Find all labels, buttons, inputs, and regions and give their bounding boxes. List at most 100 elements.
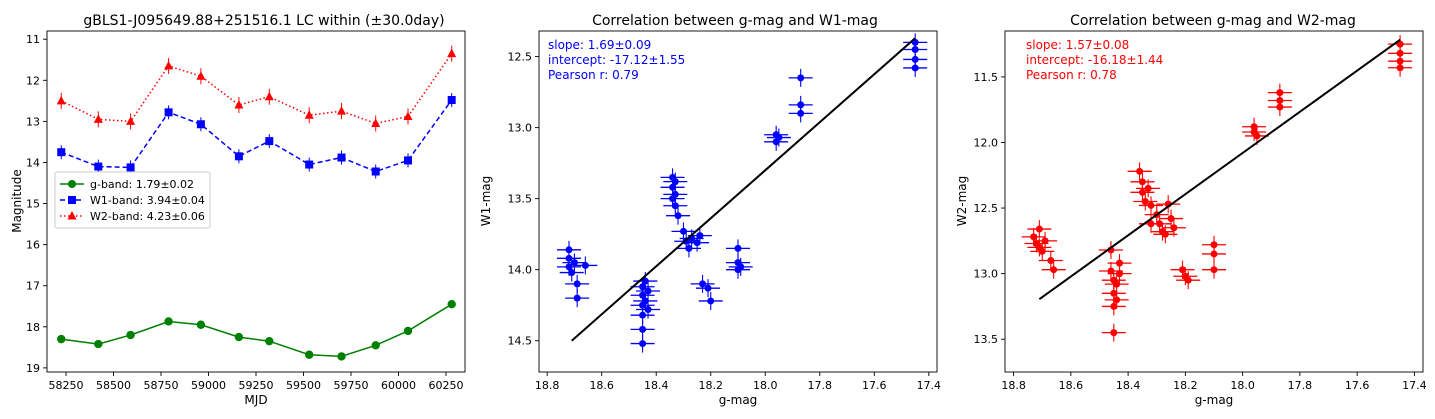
w1-band-point xyxy=(305,160,314,169)
w1-band-point xyxy=(371,167,380,176)
w1-data-point xyxy=(797,74,805,82)
y-tick-label: 13.0 xyxy=(974,268,999,281)
w1-data-point xyxy=(644,287,652,295)
g-band-point xyxy=(57,334,66,344)
w1-data-point xyxy=(644,305,652,313)
w1-data-point xyxy=(679,227,687,235)
w2-data-point xyxy=(1050,266,1058,274)
x-tick-label: 58750 xyxy=(144,379,179,392)
w1-data-point xyxy=(693,239,701,247)
w2-data-point xyxy=(1041,237,1049,245)
w2-band-point xyxy=(304,110,314,119)
w1-data-point xyxy=(565,263,573,271)
lightcurve-title: gBLS1-J095649.88+251516.1 LC within (±30… xyxy=(83,13,444,29)
g-band-point xyxy=(196,320,206,329)
w2-data-point xyxy=(1038,247,1046,255)
w1-data-point xyxy=(573,280,581,288)
w1-data-point xyxy=(581,261,589,269)
y-tick-label: 13.5 xyxy=(974,333,999,346)
w1-fit-line xyxy=(571,37,916,342)
w1-band-point xyxy=(404,156,412,165)
w2-pearson-annotation: Pearson r: 0.78 xyxy=(1026,68,1117,82)
w1-xlabel: g-mag xyxy=(719,393,758,407)
w2-data-point xyxy=(1110,289,1118,297)
x-tick-label: 17.8 xyxy=(1288,379,1313,392)
w1-band-point xyxy=(265,137,274,146)
w1-band-point xyxy=(447,96,456,105)
w2-data-point xyxy=(1156,220,1164,228)
w2-data-point xyxy=(1116,270,1124,278)
legend-w1-marker xyxy=(68,196,76,204)
w1-data-point xyxy=(639,311,647,319)
y-tick-label: 11.5 xyxy=(974,71,999,84)
w2-intercept-annotation: intercept: -16.18±1.44 xyxy=(1026,53,1163,67)
w1-band-point xyxy=(196,120,205,129)
w2-data-point xyxy=(1276,103,1284,111)
x-tick-label: 18.8 xyxy=(1001,379,1026,392)
w1-slope-annotation: slope: 1.69±0.09 xyxy=(548,38,651,52)
legend-g-band: g-band: 1.79±0.02 xyxy=(90,178,194,191)
w2-data-point xyxy=(1210,241,1218,249)
w2-band-point xyxy=(164,60,174,70)
w2-correlation-title: Correlation between g-mag and W2-mag xyxy=(1070,13,1356,29)
y-tick-label: 13 xyxy=(26,115,40,128)
w1-data-point xyxy=(737,263,745,271)
w2-data-point xyxy=(1210,250,1218,258)
w2-data-point xyxy=(1396,64,1404,72)
w1-data-point xyxy=(671,178,679,186)
w2-band-point xyxy=(447,48,457,58)
y-tick-label: 12 xyxy=(26,74,40,87)
w2-data-point xyxy=(1110,302,1118,310)
w2-data-point xyxy=(1396,40,1404,48)
w2-data-point xyxy=(1167,215,1175,223)
g-band-point xyxy=(234,332,244,342)
w2-plot-frame xyxy=(1004,30,1424,373)
w2-band-point xyxy=(234,99,244,109)
y-tick-label: 14.0 xyxy=(508,264,533,277)
w1-band-point xyxy=(126,163,135,172)
y-tick-label: 18 xyxy=(26,321,40,334)
x-tick-label: 58250 xyxy=(49,379,84,392)
w1-data-point xyxy=(696,232,704,240)
w1-data-point xyxy=(685,244,693,252)
g-band-point xyxy=(265,336,274,346)
w1-data-point xyxy=(734,244,742,252)
y-tick-label: 17 xyxy=(26,280,40,293)
x-tick-label: 18.0 xyxy=(753,379,778,392)
w1-plot-frame xyxy=(538,30,938,373)
w1-data-point xyxy=(568,269,576,277)
w2-data-point xyxy=(1136,167,1144,175)
x-tick-label: 17.4 xyxy=(917,379,942,392)
w2-band-point xyxy=(403,111,413,120)
w1-data-point xyxy=(639,325,647,333)
w1-data-point xyxy=(639,291,647,299)
w1-band-point xyxy=(94,162,103,171)
x-tick-label: 17.6 xyxy=(862,379,887,392)
lightcurve-panel: gBLS1-J095649.88+251516.1 LC within (±30… xyxy=(10,13,466,407)
w2-data-point xyxy=(1253,132,1261,140)
w1-data-point xyxy=(911,64,919,72)
x-tick-label: 18.6 xyxy=(589,379,614,392)
w2-band-point xyxy=(196,71,206,80)
x-tick-label: 60000 xyxy=(381,379,416,392)
w2-data-point xyxy=(1184,276,1192,284)
w2-band-point xyxy=(56,95,66,105)
x-tick-label: 58500 xyxy=(96,379,131,392)
x-tick-label: 18.2 xyxy=(1173,379,1198,392)
y-tick-label: 12.0 xyxy=(974,136,999,149)
w1-pearson-annotation: Pearson r: 0.79 xyxy=(548,68,639,82)
w2-data-point xyxy=(1030,233,1038,241)
w1-data-point xyxy=(641,277,649,285)
w2-data-point xyxy=(1138,188,1146,196)
g-band-point xyxy=(305,350,314,359)
x-tick-label: 17.6 xyxy=(1345,379,1370,392)
w1-data-point xyxy=(639,340,647,348)
w2-data-point xyxy=(1116,259,1124,267)
w2-correlation-panel: Correlation between g-mag and W2-mag 18.… xyxy=(955,13,1427,407)
legend-g-marker xyxy=(68,180,76,188)
w1-data-point xyxy=(674,212,682,220)
w2-band-point xyxy=(264,91,274,101)
x-tick-label: 18.4 xyxy=(644,379,669,392)
y-tick-label: 16 xyxy=(26,239,40,252)
